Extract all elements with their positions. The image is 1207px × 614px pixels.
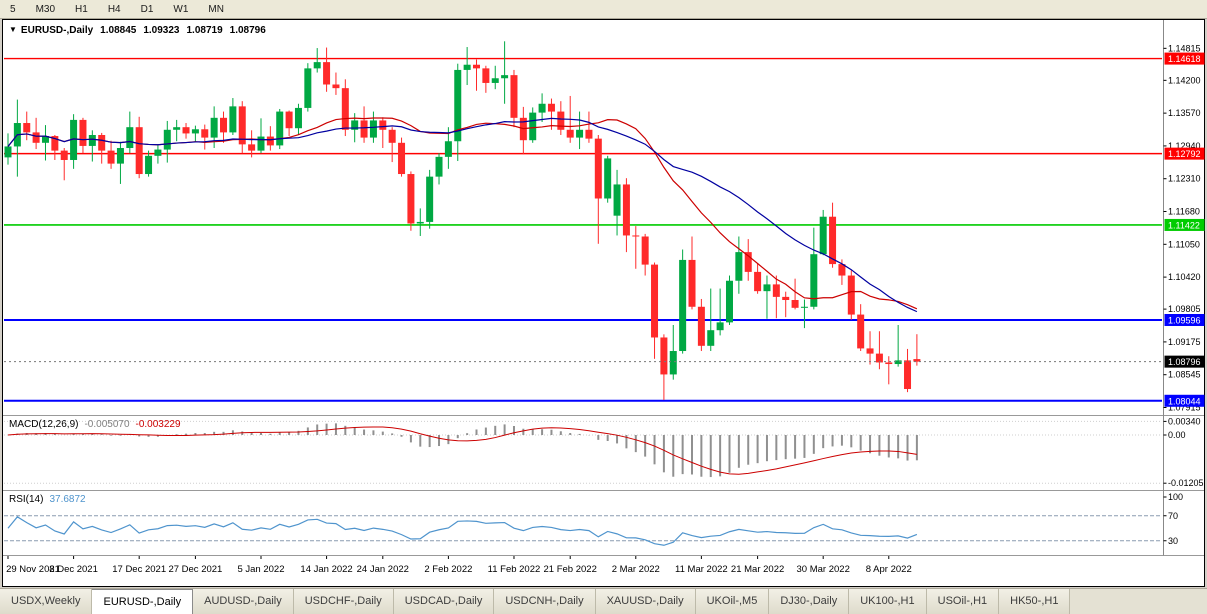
svg-text:8 Apr 2022: 8 Apr 2022	[866, 564, 912, 575]
chart-tab-0[interactable]: USDX,Weekly	[0, 589, 93, 614]
timeframe-button-m30[interactable]: M30	[35, 3, 56, 15]
layer-axis[interactable]: 1.14815 1.14200 1.13570 1.12940 1.12310 1.116…	[1163, 43, 1205, 546]
svg-text:1.14618: 1.14618	[1168, 54, 1201, 64]
svg-text:1.14815: 1.14815	[1168, 43, 1201, 53]
layer-ma	[7, 117, 918, 313]
svg-text:24 Jan 2022: 24 Jan 2022	[357, 564, 409, 575]
layer-macd	[4, 420, 1162, 484]
svg-text:2 Mar 2022: 2 Mar 2022	[612, 564, 660, 575]
chart-tab-2[interactable]: AUDUSD-,Daily	[193, 589, 294, 614]
svg-text:1.14200: 1.14200	[1168, 75, 1201, 85]
svg-text:1.10420: 1.10420	[1168, 272, 1201, 282]
svg-text:8 Dec 2021: 8 Dec 2021	[49, 564, 98, 575]
svg-text:11 Mar 2022: 11 Mar 2022	[675, 564, 728, 575]
macd-signal-value: -0.003229	[135, 419, 181, 430]
timeframe-button-w1[interactable]: W1	[173, 3, 189, 15]
svg-text:100: 100	[1168, 492, 1183, 502]
rsi-value: 37.6872	[49, 494, 86, 505]
svg-text:17 Dec 2021: 17 Dec 2021	[112, 564, 166, 575]
chart-marker-icon: ▼	[9, 25, 17, 34]
chart-tab-3[interactable]: USDCHF-,Daily	[293, 589, 394, 614]
timeframe-button-mn[interactable]: MN	[208, 3, 224, 15]
macd-indicator-label: MACD(12,26,9) -0.005070 -0.003229	[9, 419, 181, 430]
svg-text:27 Dec 2021: 27 Dec 2021	[168, 564, 222, 575]
svg-text:1.09596: 1.09596	[1168, 315, 1201, 325]
chart-tab-5[interactable]: USDCNH-,Daily	[494, 589, 596, 614]
svg-text:1.09805: 1.09805	[1168, 304, 1201, 314]
layer-bg	[2, 19, 1205, 587]
svg-text:1.09175: 1.09175	[1168, 337, 1201, 347]
svg-text:1.07915: 1.07915	[1168, 402, 1201, 412]
svg-text:1.11422: 1.11422	[1168, 220, 1200, 230]
svg-text:2 Feb 2022: 2 Feb 2022	[424, 564, 472, 575]
svg-text:14 Jan 2022: 14 Jan 2022	[300, 564, 352, 575]
svg-text:1.12792: 1.12792	[1168, 149, 1201, 159]
svg-text:1.08545: 1.08545	[1168, 370, 1201, 380]
ohlc-close-value: 1.08796	[229, 25, 266, 36]
svg-text:29 Nov 2021: 29 Nov 2021	[6, 564, 60, 575]
svg-text:1.13570: 1.13570	[1168, 108, 1201, 118]
svg-text:1.11050: 1.11050	[1168, 239, 1200, 249]
macd-name: MACD(12,26,9)	[9, 419, 79, 430]
chart-tab-4[interactable]: USDCAD-,Daily	[393, 589, 495, 614]
svg-text:21 Mar 2022: 21 Mar 2022	[731, 564, 784, 575]
chart-header: ▼ EURUSD-,Daily 1.08845 1.09323 1.08719 1.087…	[9, 25, 266, 36]
rsi-name: RSI(14)	[9, 494, 44, 505]
chart-tab-7[interactable]: UKOil-,M5	[695, 589, 770, 614]
svg-text:0.00: 0.00	[1168, 430, 1186, 440]
timeframe-button-d1[interactable]: D1	[140, 3, 154, 15]
ohlc-low-value: 1.08719	[186, 25, 223, 36]
rsi-indicator-label: RSI(14) 37.6872	[9, 494, 86, 505]
chart-symbol-label: EURUSD-,Daily	[20, 25, 94, 36]
svg-text:21 Feb 2022: 21 Feb 2022	[544, 564, 597, 575]
chart-tab-1[interactable]: EURUSD-,Daily	[92, 589, 194, 614]
layer-rsi	[4, 515, 1162, 546]
timeframe-button-h1[interactable]: H1	[75, 3, 88, 15]
ohlc-open-value: 1.08845	[100, 25, 137, 36]
svg-text:11 Feb 2022: 11 Feb 2022	[488, 564, 541, 575]
svg-text:30 Mar 2022: 30 Mar 2022	[797, 564, 850, 575]
chart-tab-8[interactable]: DJ30-,Daily	[769, 589, 850, 614]
chart-tab-9[interactable]: UK100-,H1	[849, 589, 927, 614]
svg-text:5 Jan 2022: 5 Jan 2022	[237, 564, 284, 575]
svg-text:0.00340: 0.00340	[1168, 416, 1201, 426]
timeframe-button-5[interactable]: 5	[10, 3, 16, 15]
ohlc-high-value: 1.09323	[143, 25, 180, 36]
timeframe-toolbar: 5 M30 H1 H4 D1 W1 MN	[0, 0, 1207, 19]
svg-text:30: 30	[1168, 536, 1178, 546]
svg-text:1.11680: 1.11680	[1168, 207, 1200, 217]
svg-text:-0.01205: -0.01205	[1168, 478, 1204, 488]
layer-hl	[4, 57, 1162, 402]
svg-text:1.08044: 1.08044	[1168, 396, 1201, 406]
chart-tabs-bar: USDX,Weekly EURUSD-,Daily AUDUSD-,Daily USD…	[0, 588, 1207, 614]
svg-text:1.12940: 1.12940	[1168, 141, 1201, 151]
chart-tab-10[interactable]: USOil-,H1	[926, 589, 1000, 614]
macd-main-value: -0.005070	[84, 419, 130, 430]
chart-tab-11[interactable]: HK50-,H1	[999, 589, 1071, 614]
svg-text:70: 70	[1168, 511, 1178, 521]
timeframe-button-h4[interactable]: H4	[107, 3, 121, 15]
svg-text:1.12310: 1.12310	[1168, 174, 1201, 184]
chart-tab-6[interactable]: XAUUSD-,Daily	[595, 589, 696, 614]
svg-text:1.08796: 1.08796	[1168, 357, 1201, 367]
